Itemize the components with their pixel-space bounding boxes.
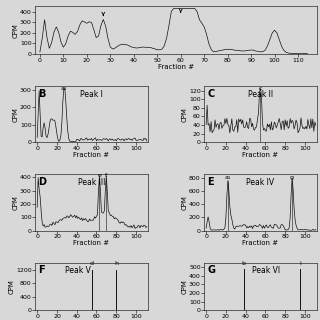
Y-axis label: CPM: CPM: [181, 107, 188, 122]
Text: h: h: [114, 261, 118, 266]
Text: C: C: [208, 89, 215, 99]
X-axis label: Fraction #: Fraction #: [74, 152, 109, 158]
Text: b: b: [242, 261, 246, 266]
Text: Peak IV: Peak IV: [246, 179, 275, 188]
Y-axis label: CPM: CPM: [12, 23, 19, 38]
Text: Peak VI: Peak VI: [252, 266, 280, 275]
Text: c: c: [259, 85, 262, 91]
Text: a₁: a₁: [225, 175, 231, 180]
Text: E: E: [208, 177, 214, 187]
Text: e: e: [98, 173, 101, 179]
Text: a₂: a₂: [61, 86, 67, 91]
X-axis label: Fraction #: Fraction #: [243, 240, 278, 246]
Text: G: G: [208, 265, 216, 275]
Text: Peak II: Peak II: [248, 90, 273, 99]
X-axis label: Fraction #: Fraction #: [158, 64, 194, 70]
Text: Peak V: Peak V: [65, 266, 91, 275]
Text: B: B: [39, 89, 46, 99]
Text: d: d: [90, 261, 93, 266]
Text: D: D: [39, 177, 47, 187]
Text: Peak III: Peak III: [78, 179, 105, 188]
Text: Peak I: Peak I: [80, 90, 103, 99]
Text: i: i: [299, 261, 301, 266]
X-axis label: Fraction #: Fraction #: [74, 240, 109, 246]
Y-axis label: CPM: CPM: [12, 195, 19, 210]
Y-axis label: CPM: CPM: [181, 195, 188, 210]
Y-axis label: CPM: CPM: [9, 279, 15, 294]
Y-axis label: CPM: CPM: [12, 107, 19, 122]
Text: g: g: [290, 175, 294, 180]
Text: F: F: [39, 265, 45, 275]
Y-axis label: CPM: CPM: [181, 279, 188, 294]
Text: f: f: [105, 173, 108, 179]
X-axis label: Fraction #: Fraction #: [243, 152, 278, 158]
